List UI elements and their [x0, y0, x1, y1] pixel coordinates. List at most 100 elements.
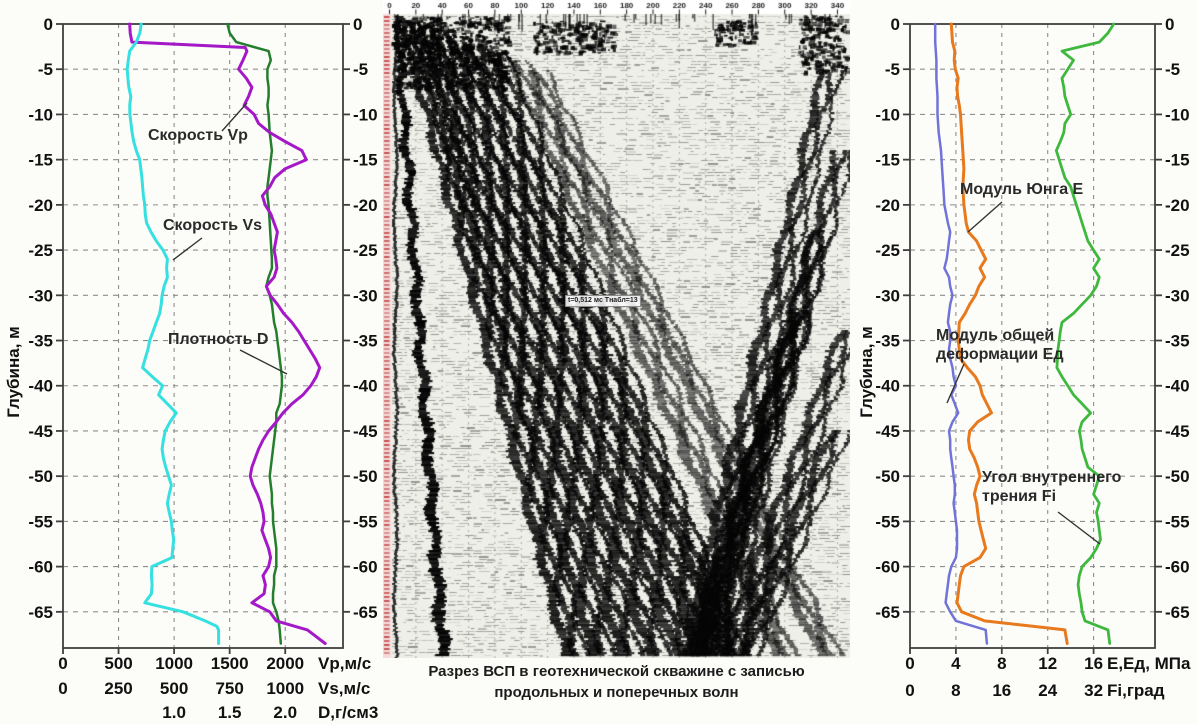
depth-tick-label: -65 — [875, 603, 900, 622]
x-tick-label: 0 — [905, 681, 914, 700]
label-leader-line — [967, 201, 1003, 233]
label-friction-angle-line1: Угол внутреннего — [982, 469, 1122, 486]
depth-tick-label: -5 — [1165, 60, 1180, 79]
depth-tick-label: -65 — [353, 603, 378, 622]
depth-tick-label: -10 — [875, 105, 900, 124]
label-leader-line — [1057, 511, 1101, 545]
depth-tick-label: -45 — [875, 422, 900, 441]
depth-tick-label: -20 — [353, 196, 378, 215]
depth-tick-label: 0 — [891, 15, 900, 34]
x-tick-label: 1.0 — [162, 703, 186, 722]
depth-tick-label: -30 — [1165, 286, 1190, 305]
depth-tick-label: -50 — [353, 467, 378, 486]
depth-tick-label: -60 — [353, 558, 378, 577]
depth-tick-label: -65 — [1165, 603, 1190, 622]
depth-tick-label: -10 — [28, 105, 53, 124]
depth-tick-label: -25 — [353, 241, 378, 260]
figure-caption-line2: продольных и поперечных волн — [494, 684, 739, 701]
label-velocity-vs-text: Скорость Vs — [163, 217, 263, 234]
label-velocity-vp-text: Скорость Vp — [148, 127, 248, 144]
depth-tick-label: -50 — [1165, 467, 1190, 486]
x-tick-label: 8 — [951, 681, 960, 700]
depth-tick-label: -40 — [1165, 377, 1190, 396]
x-tick-label: 12 — [1038, 654, 1057, 673]
axis-unit-label: Fi,град — [1107, 681, 1165, 700]
depth-tick-label: -15 — [1165, 151, 1190, 170]
x-tick-label: 4 — [951, 654, 961, 673]
x-tick-label: 8 — [997, 654, 1006, 673]
depth-tick-label: -30 — [353, 286, 378, 305]
depth-tick-label: -15 — [353, 151, 378, 170]
depth-tick-label: -55 — [28, 512, 53, 531]
depth-tick-label: -15 — [28, 151, 53, 170]
depth-tick-label: -35 — [1165, 332, 1190, 351]
depth-tick-label: -20 — [28, 196, 53, 215]
depth-tick-label: -60 — [875, 558, 900, 577]
depth-tick-label: -35 — [353, 332, 378, 351]
axis-unit-label: D,г/см3 — [318, 703, 378, 722]
depth-tick-label: -30 — [28, 286, 53, 305]
depth-tick-label: -5 — [353, 60, 368, 79]
depth-tick-label: -10 — [353, 105, 378, 124]
depth-tick-label: -55 — [353, 512, 378, 531]
depth-tick-label: -45 — [353, 422, 378, 441]
label-young-modulus: Модуль Юнга Е — [960, 180, 1083, 199]
depth-tick-label: -45 — [28, 422, 53, 441]
x-tick-label: 0 — [905, 654, 914, 673]
x-tick-label: 16 — [992, 681, 1011, 700]
label-deformation-modulus-line2: деформации Ед — [936, 346, 1064, 363]
depth-tick-label: -40 — [353, 377, 378, 396]
x-tick-label: 1.5 — [218, 703, 242, 722]
time-annotation: t=0,512 мс Тнабл=13 — [565, 295, 641, 307]
x-tick-label: 1000 — [155, 654, 193, 673]
curve-Скорость Vs — [125, 22, 221, 645]
x-tick-label: 32 — [1084, 681, 1103, 700]
depth-tick-label: 0 — [44, 15, 53, 34]
depth-tick-label: -20 — [875, 196, 900, 215]
depth-tick-label: -45 — [1165, 422, 1190, 441]
figure-caption-line1: Разрез ВСП в геотехнической скважине с з… — [428, 663, 805, 680]
depth-tick-label: -40 — [875, 377, 900, 396]
x-tick-label: 16 — [1084, 654, 1103, 673]
figure-caption: Разрез ВСП в геотехнической скважине с з… — [383, 661, 850, 703]
depth-tick-label: -20 — [1165, 196, 1190, 215]
label-friction-angle-line2: трения Fi — [982, 488, 1057, 505]
plot-border — [909, 23, 1156, 649]
x-tick-label: 0 — [58, 654, 67, 673]
label-velocity-vs: Скорость Vs — [163, 216, 262, 235]
label-density-d-text: Плотность D — [168, 331, 269, 348]
right-depth-axis-title: Глубина, м — [857, 326, 876, 418]
label-velocity-vp: Скорость Vp — [148, 126, 248, 145]
x-tick-label: 1000 — [266, 679, 304, 698]
depth-tick-label: -35 — [28, 332, 53, 351]
label-deformation-modulus: Модуль общей деформации Ед — [936, 326, 1063, 364]
curve-Модуль общей деформации Ед — [933, 22, 989, 645]
label-density-d: Плотность D — [168, 330, 268, 349]
depth-tick-label: -50 — [875, 467, 900, 486]
x-tick-label: 0 — [58, 679, 67, 698]
label-deformation-modulus-line1: Модуль общей — [936, 327, 1055, 344]
depth-tick-label: -40 — [28, 377, 53, 396]
label-young-modulus-text: Модуль Юнга Е — [960, 181, 1084, 198]
label-leader-line — [946, 363, 965, 404]
depth-tick-label: -60 — [1165, 558, 1190, 577]
profile-chart — [903, 22, 1162, 654]
profile-chart — [56, 22, 350, 654]
curve-Угол внутреннего трения Fi — [1054, 22, 1116, 645]
depth-tick-label: -35 — [875, 332, 900, 351]
depth-tick-label: -25 — [28, 241, 53, 260]
depth-tick-label: -25 — [1165, 241, 1190, 260]
depth-tick-label: -55 — [875, 512, 900, 531]
depth-tick-label: -65 — [28, 603, 53, 622]
depth-tick-label: -50 — [28, 467, 53, 486]
depth-tick-label: 0 — [353, 15, 362, 34]
depth-tick-label: -5 — [38, 60, 53, 79]
label-friction-angle: Угол внутреннего трения Fi — [982, 468, 1121, 506]
depth-tick-label: -5 — [885, 60, 900, 79]
axis-unit-label: Е,Ед, МПа — [1107, 654, 1191, 673]
x-tick-label: 500 — [104, 654, 132, 673]
axis-unit-label: Vp,м/с — [318, 654, 371, 673]
depth-tick-label: -15 — [875, 151, 900, 170]
